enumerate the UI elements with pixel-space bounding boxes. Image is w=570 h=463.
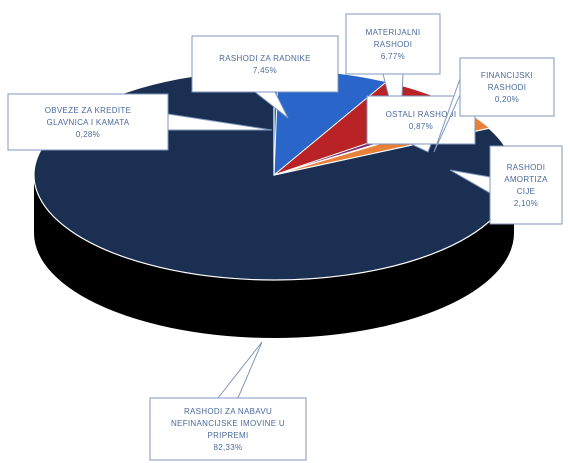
callout-box-fill xyxy=(193,37,337,91)
callout-value: 0,28% xyxy=(76,130,100,139)
callout-label: FINANCIJSKI xyxy=(481,71,533,80)
callout-label: OSTALI RASHODI xyxy=(386,110,457,119)
callout-0: OBVEZE ZA KREDITE GLAVNICA I KAMATA 0,28% xyxy=(7,93,273,151)
callout-value: 82,33% xyxy=(214,443,243,452)
callout-box-fill xyxy=(461,59,553,115)
callout-label: MATERIJALNI xyxy=(366,28,421,37)
slice-side-band xyxy=(34,175,514,338)
callout-label: RASHODI xyxy=(507,163,546,172)
callout-value: 6,77% xyxy=(381,52,405,61)
callout-1: RASHODI ZA RADNIKE 7,45% xyxy=(191,35,339,119)
callout-value: 7,45% xyxy=(253,66,277,75)
callout-box-fill xyxy=(151,399,305,459)
callout-label: AMORTIZA xyxy=(504,175,548,184)
callout-5: RASHODI AMORTIZA CIJE 2,10% xyxy=(449,145,563,225)
callout-label: NEFINANCIJSKE IMOVINE U xyxy=(171,419,285,428)
callout-4: FINANCIJSKI RASHODI 0,20% xyxy=(433,57,555,153)
callout-label: CIJE xyxy=(517,187,536,196)
callout-label: RASHODI ZA NABAVU xyxy=(184,407,272,416)
callout-value: 0,20% xyxy=(495,95,519,104)
callout-label: RASHODI xyxy=(374,40,413,49)
callout-label: RASHODI xyxy=(488,83,527,92)
callout-6: RASHODI ZA NABAVU NEFINANCIJSKE IMOVINE U… xyxy=(149,341,307,461)
callout-box-fill xyxy=(368,97,474,143)
callout-value: 2,10% xyxy=(514,199,538,208)
slice-1 xyxy=(274,70,387,175)
callout-3: OSTALI RASHODI 0,87% xyxy=(366,95,476,153)
callout-box-fill xyxy=(491,147,561,223)
callout-box-fill xyxy=(9,95,167,149)
callout-value: 0,87% xyxy=(409,122,433,131)
callout-label: RASHODI ZA RADNIKE xyxy=(219,54,311,63)
callout-pointer xyxy=(216,341,263,399)
callout-label: OBVEZE ZA KREDITE xyxy=(45,106,131,115)
callout-label: PRIPREMI xyxy=(207,431,248,440)
callout-label: GLAVNICA I KAMATA xyxy=(47,118,130,127)
callout-box-fill xyxy=(347,15,439,73)
